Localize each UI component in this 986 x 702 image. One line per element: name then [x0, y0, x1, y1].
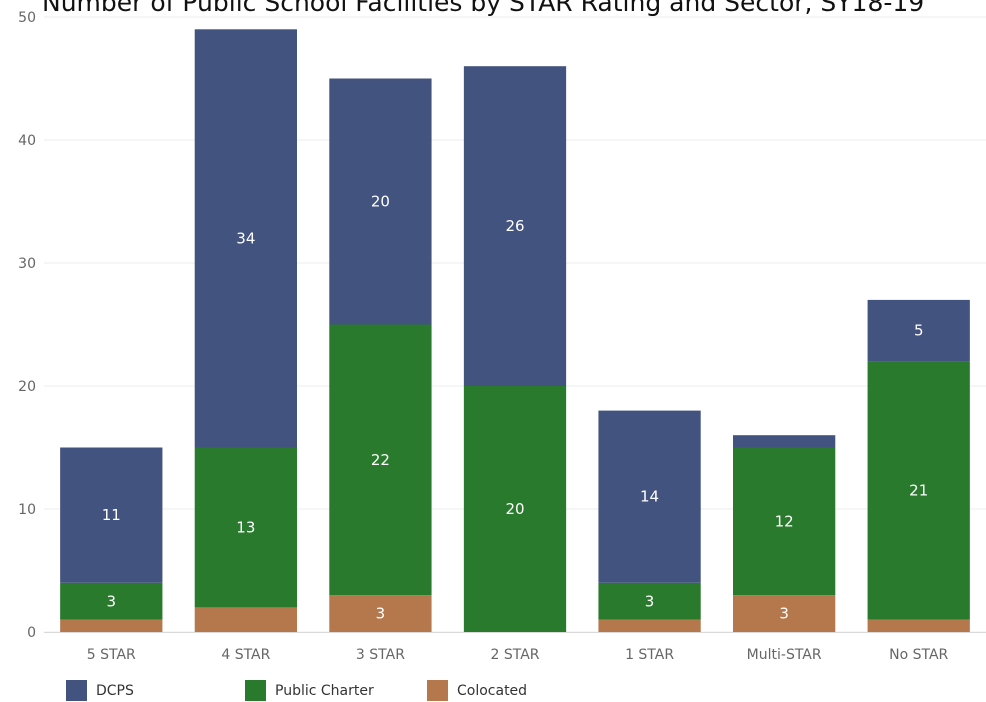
- legend-label-dcps: DCPS: [96, 682, 134, 699]
- data-label-no-star-public-charter: 21: [909, 482, 928, 500]
- bar-multi-star-dcps: [733, 435, 836, 448]
- y-tick-label-30: 30: [18, 256, 36, 272]
- data-label-4-star-public-charter: 13: [236, 518, 255, 536]
- y-tick-label-40: 40: [18, 133, 36, 149]
- bar-3-star-public-charter: [329, 324, 432, 596]
- bar-1-star-colocated: [598, 619, 701, 632]
- data-label-multi-star-public-charter: 12: [775, 512, 794, 530]
- chart-title: Number of Public School Facilities by ST…: [42, 0, 925, 17]
- data-label-no-star-dcps: 5: [914, 322, 924, 340]
- data-label-4-star-dcps: 34: [236, 229, 255, 247]
- bar-2-star-public-charter: [463, 386, 567, 632]
- x-tick-label-no-star: No STAR: [889, 647, 948, 663]
- bar-5-star-colocated: [60, 619, 163, 632]
- x-tick-label-multi-star: Multi-STAR: [747, 647, 822, 663]
- data-labels: 3 11 13 34 3 22 20 20 26 3 14 3 12 21 5: [102, 193, 929, 623]
- data-label-1-star-dcps: 14: [640, 488, 659, 506]
- data-label-5-star-public-charter: 3: [107, 592, 117, 610]
- data-label-5-star-dcps: 11: [102, 506, 121, 524]
- legend-item-public-charter[interactable]: Public Charter: [245, 680, 374, 701]
- bar-4-star-dcps: [194, 29, 297, 448]
- y-tick-label-50: 50: [18, 10, 36, 26]
- data-label-2-star-dcps: 26: [505, 217, 524, 235]
- x-tick-label-1-star: 1 STAR: [625, 647, 674, 663]
- legend-swatch-colocated: [427, 680, 448, 701]
- legend-swatch-dcps: [66, 680, 87, 701]
- bar-4-star-public-charter: [194, 447, 297, 608]
- x-axis-ticks: 5 STAR 4 STAR 3 STAR 2 STAR 1 STAR Multi-STAR…: [87, 647, 949, 663]
- x-tick-label-4-star: 4 STAR: [221, 647, 270, 663]
- bar-5-star-dcps: [60, 447, 163, 583]
- legend-item-colocated[interactable]: Colocated: [427, 680, 527, 701]
- bars: [60, 29, 970, 632]
- bar-3-star-colocated: [329, 595, 432, 632]
- data-label-3-star-public-charter: 22: [371, 451, 390, 469]
- data-label-3-star-dcps: 20: [371, 193, 390, 211]
- legend-item-dcps[interactable]: DCPS: [66, 680, 134, 701]
- y-axis-ticks: 0 10 20 30 40 50: [18, 10, 36, 641]
- bar-no-star-dcps: [867, 299, 970, 362]
- legend-swatch-public-charter: [245, 680, 266, 701]
- y-tick-label-10: 10: [18, 502, 36, 518]
- bar-multi-star-public-charter: [733, 447, 836, 596]
- data-label-multi-star-colocated: 3: [779, 605, 789, 623]
- x-tick-label-5-star: 5 STAR: [87, 647, 136, 663]
- bar-no-star-colocated: [867, 619, 970, 632]
- bar-2-star-dcps: [463, 66, 567, 386]
- bar-5-star-public-charter: [60, 582, 163, 620]
- x-tick-label-3-star: 3 STAR: [356, 647, 405, 663]
- x-tick-label-2-star: 2 STAR: [490, 647, 539, 663]
- legend-label-colocated: Colocated: [457, 682, 528, 699]
- bar-1-star-dcps: [598, 410, 701, 583]
- y-tick-label-0: 0: [27, 625, 36, 641]
- bar-4-star-colocated: [194, 607, 297, 632]
- data-label-2-star-public-charter: 20: [505, 500, 524, 518]
- bar-1-star-public-charter: [598, 582, 701, 620]
- y-tick-label-20: 20: [18, 379, 36, 395]
- bar-multi-star-colocated: [733, 595, 836, 632]
- data-label-3-star-colocated: 3: [376, 605, 386, 623]
- bar-no-star-public-charter: [867, 361, 970, 620]
- legend-label-public-charter: Public Charter: [275, 682, 374, 699]
- bar-3-star-dcps: [329, 78, 432, 325]
- data-label-1-star-public-charter: 3: [645, 592, 655, 610]
